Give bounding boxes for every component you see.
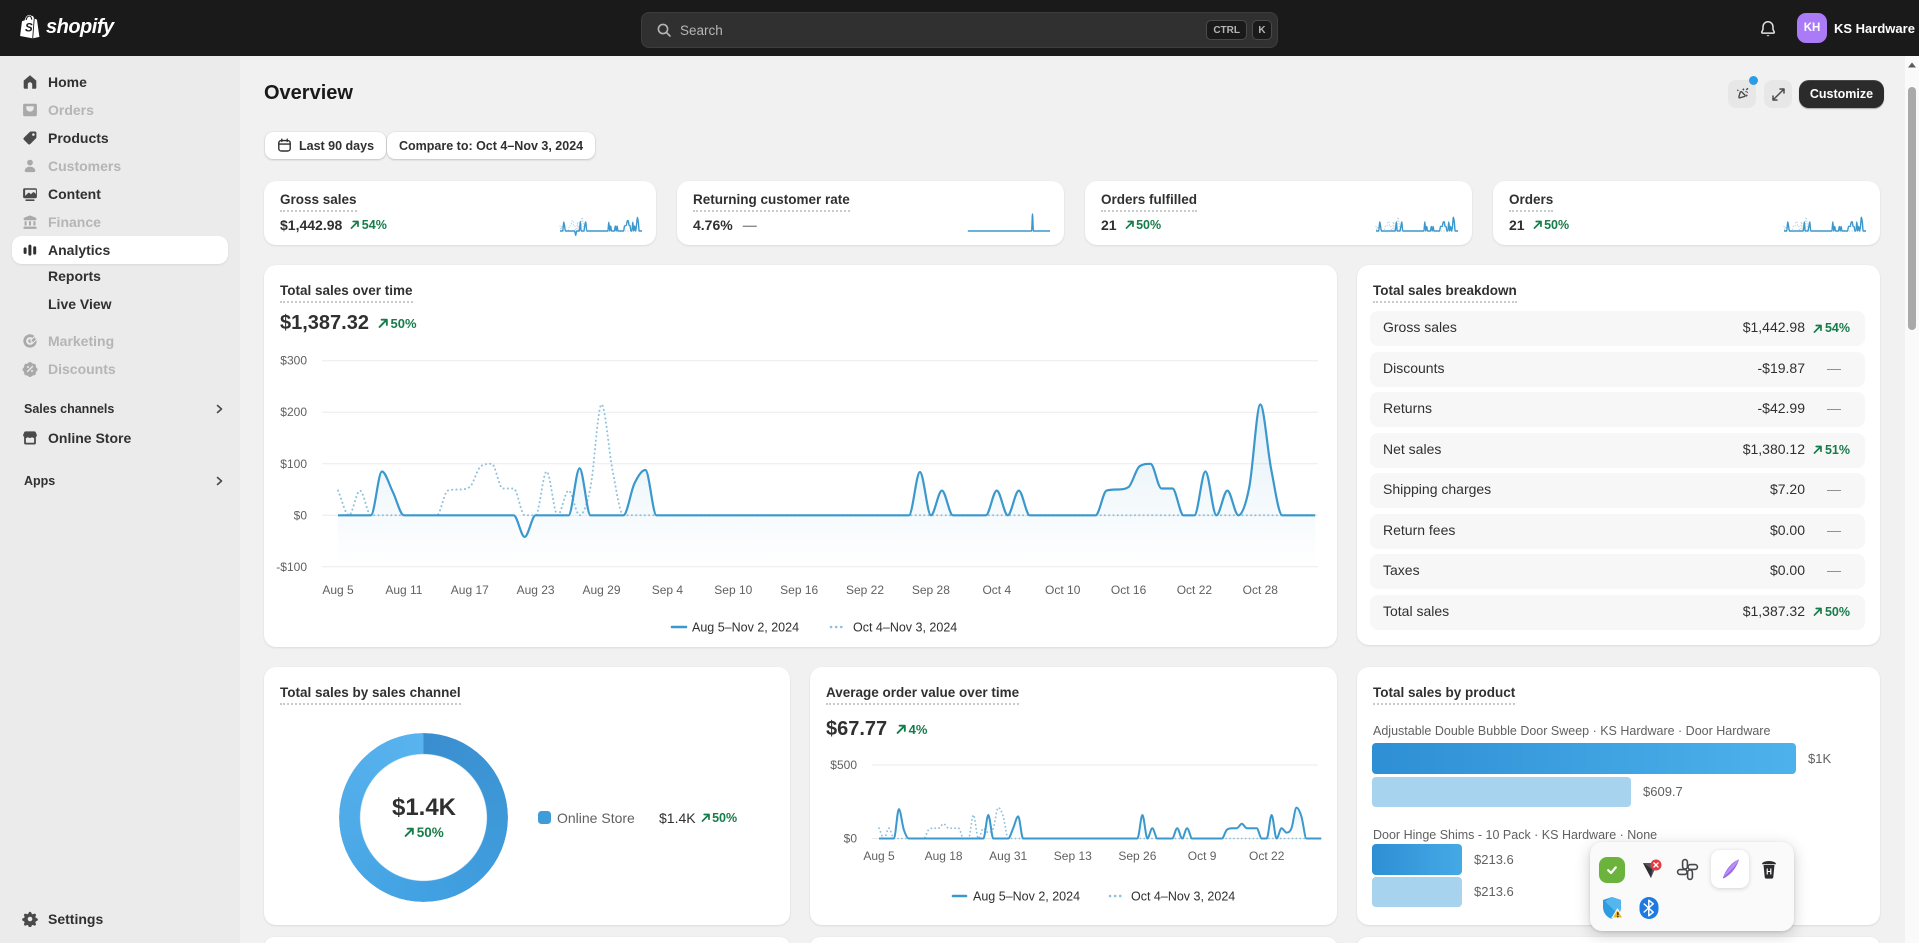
svg-text:Aug 31: Aug 31 bbox=[989, 849, 1027, 863]
svg-text:-$100: -$100 bbox=[276, 560, 307, 574]
svg-text:$300: $300 bbox=[280, 354, 307, 368]
svg-text:Aug 5–Nov 2, 2024: Aug 5–Nov 2, 2024 bbox=[692, 621, 799, 635]
svg-text:Sep 10: Sep 10 bbox=[714, 583, 752, 597]
svg-text:Aug 17: Aug 17 bbox=[451, 583, 489, 597]
svg-text:Oct 4–Nov 3, 2024: Oct 4–Nov 3, 2024 bbox=[853, 621, 957, 635]
svg-text:Aug 5: Aug 5 bbox=[322, 583, 354, 597]
svg-text:Aug 5–Nov 2, 2024: Aug 5–Nov 2, 2024 bbox=[973, 890, 1080, 904]
svg-text:Aug 5: Aug 5 bbox=[863, 849, 895, 863]
svg-text:Oct 4: Oct 4 bbox=[982, 583, 1011, 597]
svg-text:Oct 22: Oct 22 bbox=[1249, 849, 1285, 863]
svg-text:Aug 18: Aug 18 bbox=[925, 849, 963, 863]
svg-text:Oct 16: Oct 16 bbox=[1111, 583, 1147, 597]
svg-text:Aug 11: Aug 11 bbox=[385, 583, 422, 597]
svg-text:Oct 9: Oct 9 bbox=[1188, 849, 1217, 863]
svg-text:Sep 26: Sep 26 bbox=[1118, 849, 1156, 863]
svg-text:$200: $200 bbox=[280, 405, 307, 419]
svg-text:Aug 29: Aug 29 bbox=[582, 583, 620, 597]
svg-text:Sep 4: Sep 4 bbox=[652, 583, 684, 597]
svg-text:Oct 22: Oct 22 bbox=[1177, 583, 1213, 597]
svg-text:Oct 10: Oct 10 bbox=[1045, 583, 1081, 597]
svg-text:Aug 23: Aug 23 bbox=[517, 583, 555, 597]
svg-text:Sep 16: Sep 16 bbox=[780, 583, 818, 597]
svg-text:$500: $500 bbox=[830, 758, 857, 772]
svg-text:Sep 22: Sep 22 bbox=[846, 583, 884, 597]
svg-text:Sep 13: Sep 13 bbox=[1054, 849, 1092, 863]
svg-text:Sep 28: Sep 28 bbox=[912, 583, 950, 597]
svg-text:$100: $100 bbox=[280, 457, 307, 471]
svg-text:$0: $0 bbox=[844, 832, 858, 846]
svg-text:Oct 28: Oct 28 bbox=[1243, 583, 1279, 597]
svg-text:H: H bbox=[1766, 868, 1772, 877]
svg-text:S: S bbox=[25, 23, 33, 35]
svg-text:Oct 4–Nov 3, 2024: Oct 4–Nov 3, 2024 bbox=[1131, 890, 1235, 904]
svg-text:$0: $0 bbox=[294, 508, 308, 522]
